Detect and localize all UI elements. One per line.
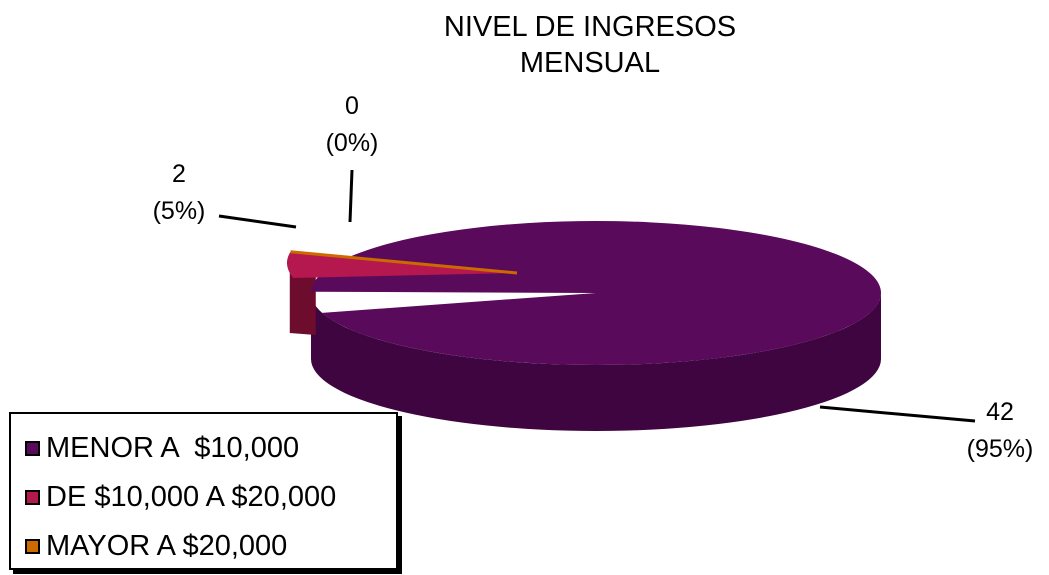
data-label-percent-2: (0%) [326,129,379,157]
legend-swatch-2 [25,538,40,554]
chart-title-line-1: NIVEL DE INGRESOS [444,11,736,43]
pie-3d [287,221,881,431]
legend-swatch-1 [25,489,40,505]
pie-side-slice-1 [289,269,316,336]
leader-line-slice-0 [819,405,976,423]
pie-slice-0 [311,221,881,365]
data-label-value-1: 2 [172,160,186,188]
legend-item-1: DE $10,000 A $20,000 [25,477,336,517]
data-label-value-0: 42 [986,398,1014,426]
pie-slice-2 [290,250,518,275]
legend-item-2: MAYOR A $20,000 [25,526,287,566]
chart-title-line-2: MENSUAL [520,47,660,79]
legend-swatch-0 [25,440,40,456]
legend-item-0: MENOR A $10,000 [25,428,299,468]
pie-side-slice-0 [311,293,881,431]
legend-label-2: MAYOR A $20,000 [46,529,288,562]
leader-line-slice-1 [218,214,297,229]
legend-label-1: DE $10,000 A $20,000 [46,480,337,513]
legend-label-0: MENOR A $10,000 [46,431,300,464]
data-label-value-2: 0 [345,92,359,120]
data-label-percent-0: (95%) [967,435,1034,463]
leader-line-slice-2 [348,169,354,223]
data-label-percent-1: (5%) [153,197,206,225]
chart-legend: MENOR A $10,000 DE $10,000 A $20,000 MAY… [9,412,398,570]
